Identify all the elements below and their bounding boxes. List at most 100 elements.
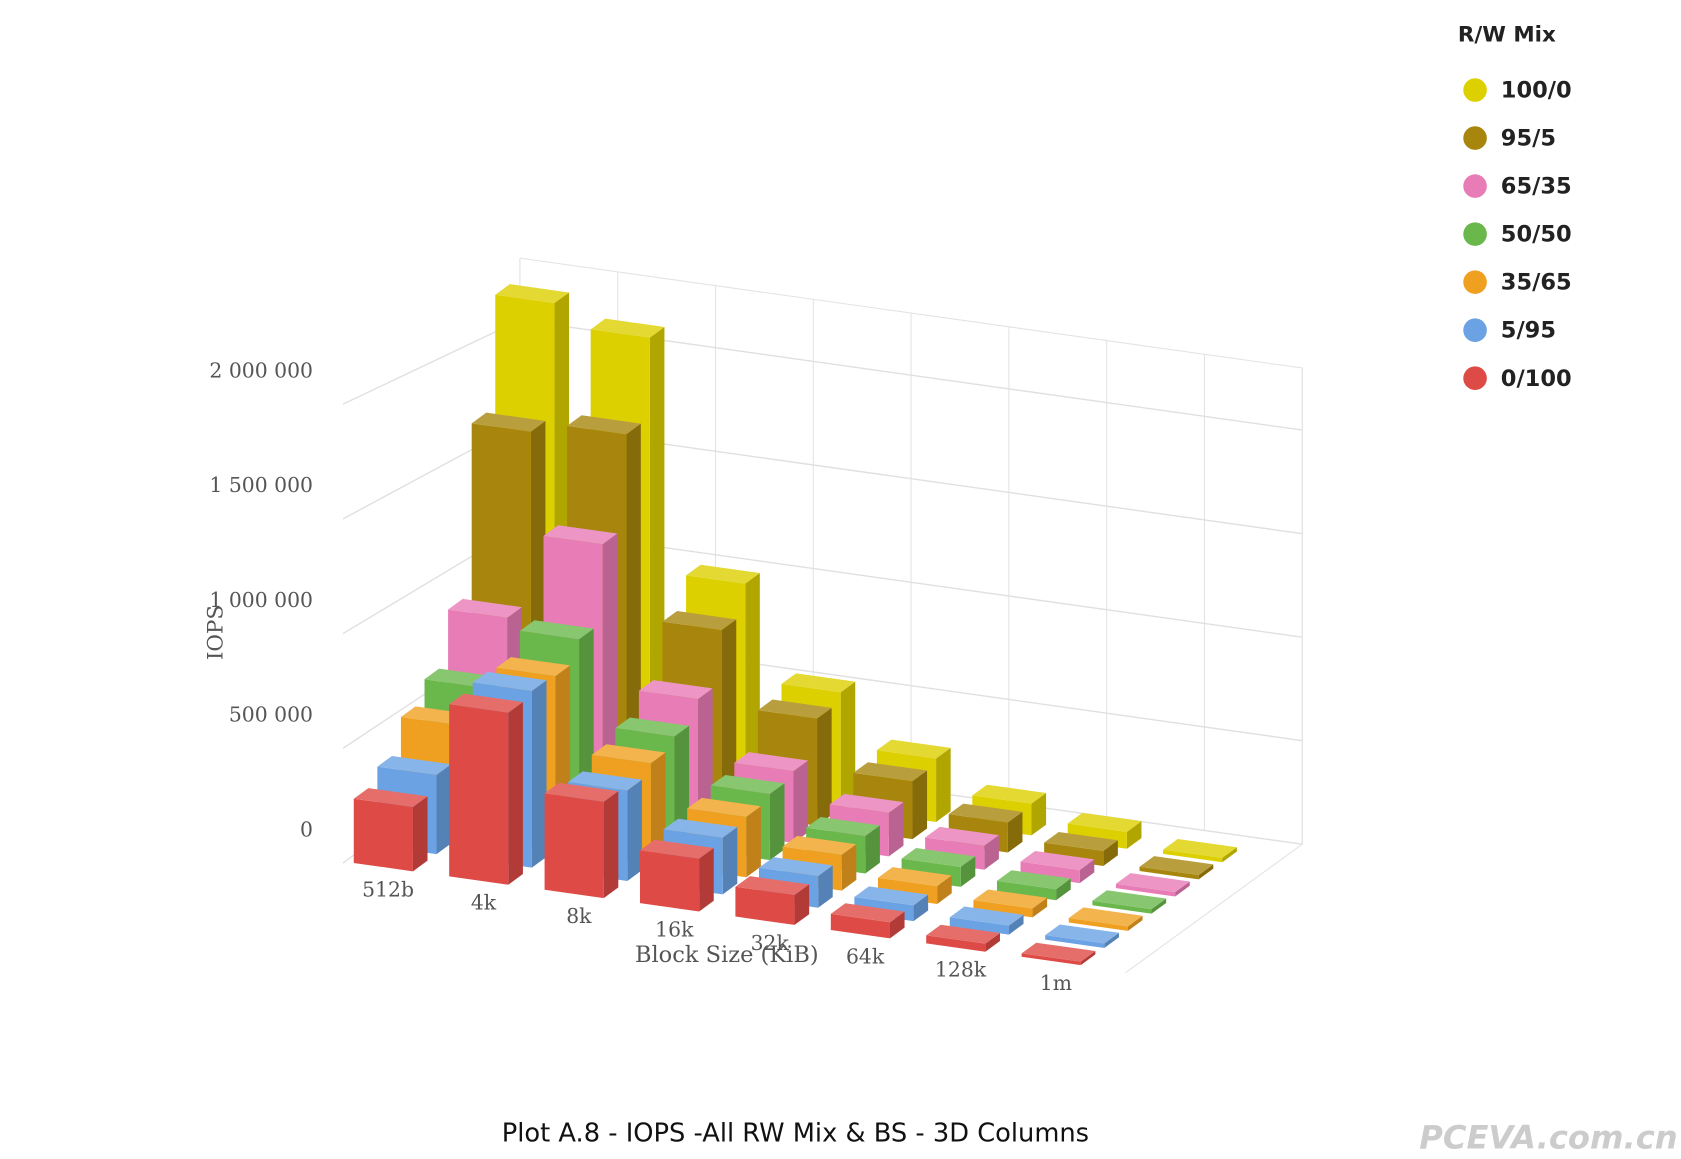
bar-top xyxy=(448,598,522,618)
bar-top xyxy=(1044,831,1118,851)
bar-front xyxy=(1021,953,1081,966)
bar-top xyxy=(615,717,690,737)
bar-front xyxy=(1092,900,1152,914)
bar-top xyxy=(925,826,999,846)
bar-top xyxy=(996,870,1071,890)
bar-side xyxy=(1032,897,1048,918)
bar-side xyxy=(936,747,951,823)
bar-side xyxy=(1031,792,1047,836)
bar-front xyxy=(973,900,1033,918)
plot: Block Size (KiB) IOPS R/W Mix Plot A.8 -… xyxy=(204,22,1678,1156)
floor-edge xyxy=(1125,843,1303,974)
bar-top xyxy=(758,857,833,877)
bar-top xyxy=(972,784,1047,804)
bar-front xyxy=(926,935,986,952)
bar-side xyxy=(793,760,809,843)
bar-front xyxy=(544,793,604,899)
x-tick-label: 8k xyxy=(566,904,592,928)
bar-top xyxy=(686,564,760,584)
bar-front xyxy=(449,704,509,885)
bar-side xyxy=(649,326,665,782)
x-tick-label: 4k xyxy=(471,891,497,915)
bar-front xyxy=(639,850,700,912)
bar-top xyxy=(735,876,810,896)
y-tick-label: 0 xyxy=(300,817,313,841)
bar-side xyxy=(1056,878,1071,901)
bar-side xyxy=(650,752,666,864)
bar-side xyxy=(436,764,452,855)
x-tick-label: 32k xyxy=(751,931,790,955)
bar-top xyxy=(353,788,428,808)
bar-top xyxy=(1092,890,1167,910)
bar-front xyxy=(1115,883,1176,897)
bar-top xyxy=(568,771,642,791)
bar-top xyxy=(1163,838,1237,858)
bar-side xyxy=(984,835,999,870)
bar-front xyxy=(353,798,413,872)
legend-title: R/W Mix xyxy=(1458,22,1556,47)
bar-top xyxy=(948,803,1023,823)
bar-side xyxy=(960,856,976,887)
legend-label: 5/95 xyxy=(1501,318,1556,344)
legend-marker xyxy=(1463,366,1487,390)
bar-side xyxy=(1079,859,1095,884)
bar-front xyxy=(735,886,795,925)
bar-top xyxy=(377,755,452,775)
bar-top xyxy=(1067,812,1142,832)
legend-label: 95/5 xyxy=(1501,126,1556,152)
y-tick-label: 1 000 000 xyxy=(209,588,313,612)
x-tick-label: 128k xyxy=(935,958,987,982)
bar-side xyxy=(627,779,642,881)
bar-side xyxy=(865,825,880,874)
bar-top xyxy=(1068,907,1143,927)
bar-top xyxy=(1021,942,1096,962)
x-tick-label: 1m xyxy=(1040,971,1072,995)
legend-marker xyxy=(1463,174,1487,198)
wall-top xyxy=(519,257,1303,845)
caption: Plot A.8 - IOPS -All RW Mix & BS - 3D Co… xyxy=(502,1119,1089,1149)
legend-marker xyxy=(1463,78,1487,102)
bar-top xyxy=(449,693,523,713)
bar-side xyxy=(1222,847,1237,863)
y-tick-label: 2 000 000 xyxy=(209,358,313,382)
bar-side xyxy=(912,770,928,840)
bar-top xyxy=(877,867,952,887)
bar-side xyxy=(1127,915,1143,931)
bar-top xyxy=(926,924,1000,944)
bar-top xyxy=(781,673,856,693)
bar-top xyxy=(734,752,809,772)
bar-top xyxy=(544,782,619,802)
bar-side xyxy=(721,619,737,813)
legend-marker xyxy=(1463,318,1487,342)
bar-side xyxy=(412,796,428,872)
bar-side xyxy=(817,707,832,826)
bar-side xyxy=(508,701,523,885)
bar-side xyxy=(1007,811,1023,853)
x-tick-label: 16k xyxy=(655,918,694,942)
bar-top xyxy=(590,318,665,338)
legend-label: 100/0 xyxy=(1501,78,1572,104)
bar-front xyxy=(1068,917,1128,931)
bar-top xyxy=(782,835,857,855)
bar-side xyxy=(841,844,857,891)
x-tick-label: 512b xyxy=(362,877,414,901)
bar-top xyxy=(471,412,546,432)
legend-label: 65/35 xyxy=(1501,174,1572,200)
legend-label: 0/100 xyxy=(1501,366,1572,392)
bar-side xyxy=(913,894,929,922)
bar-side xyxy=(1008,914,1024,935)
bar-top xyxy=(687,797,761,817)
bar-top xyxy=(853,762,928,782)
bar-top xyxy=(543,525,618,545)
y-tick-label: 500 000 xyxy=(229,703,313,727)
bar-side xyxy=(1080,950,1096,966)
bar-top xyxy=(1139,856,1214,875)
bar-top xyxy=(949,906,1024,926)
legend-label: 50/50 xyxy=(1501,222,1572,248)
bar-top xyxy=(639,839,714,859)
bar-top xyxy=(710,774,785,794)
bar-top xyxy=(638,680,713,699)
bar-side xyxy=(722,827,738,895)
bar-top xyxy=(472,671,547,691)
